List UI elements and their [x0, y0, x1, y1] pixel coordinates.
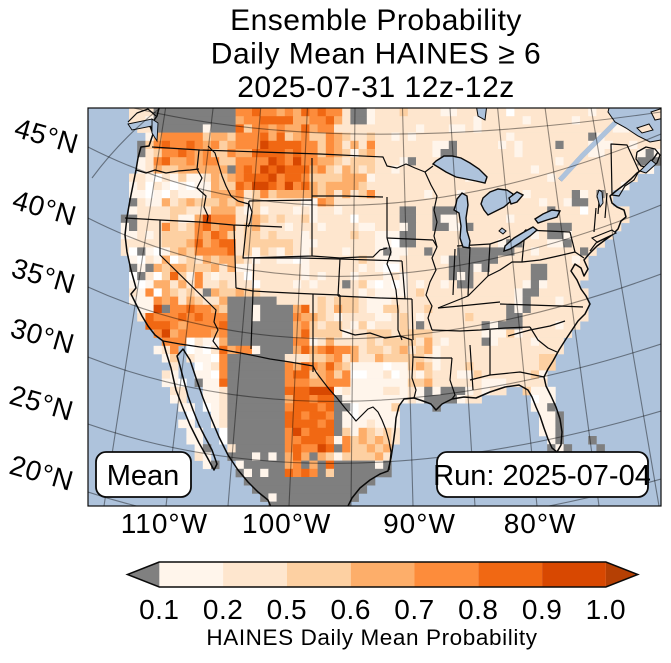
svg-text:80°W: 80°W — [504, 508, 577, 539]
svg-text:0.6: 0.6 — [330, 594, 370, 625]
svg-text:0.8: 0.8 — [458, 594, 498, 625]
svg-text:0.2: 0.2 — [203, 594, 243, 625]
svg-text:Ensemble Probability: Ensemble Probability — [230, 4, 522, 37]
svg-text:Daily Mean HAINES ≥ 6: Daily Mean HAINES ≥ 6 — [211, 38, 541, 71]
svg-text:0.7: 0.7 — [394, 594, 434, 625]
svg-text:0.1: 0.1 — [139, 594, 179, 625]
svg-text:Mean: Mean — [107, 460, 180, 492]
svg-text:2025-07-31 12z-12z: 2025-07-31 12z-12z — [237, 71, 515, 104]
svg-text:0.5: 0.5 — [267, 594, 307, 625]
svg-text:1.0: 1.0 — [586, 594, 626, 625]
svg-text:0.9: 0.9 — [522, 594, 562, 625]
svg-text:90°W: 90°W — [383, 508, 456, 539]
svg-text:Run: 2025-07-04: Run: 2025-07-04 — [433, 460, 651, 492]
svg-text:100°W: 100°W — [242, 508, 331, 539]
svg-text:HAINES Daily Mean Probability: HAINES Daily Mean Probability — [206, 625, 537, 650]
svg-text:110°W: 110°W — [121, 508, 208, 539]
